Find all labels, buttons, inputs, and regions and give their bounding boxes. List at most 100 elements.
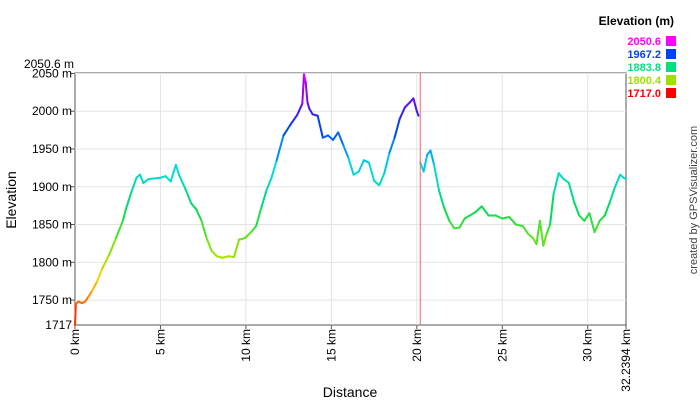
profile-segment bbox=[316, 114, 324, 139]
profile-segment bbox=[583, 212, 591, 222]
legend-swatch bbox=[666, 36, 676, 46]
plot-area bbox=[74, 72, 627, 326]
profile-segment bbox=[304, 81, 309, 104]
profile-segment bbox=[270, 159, 278, 179]
profile-segment bbox=[332, 131, 340, 141]
y-tick-label: 1800 m bbox=[32, 255, 72, 269]
profile-segment bbox=[415, 110, 420, 117]
y-tick-label: 1850 m bbox=[32, 218, 72, 232]
profile-segment bbox=[96, 267, 104, 283]
profile-segment bbox=[244, 231, 253, 239]
profile-segment bbox=[593, 219, 601, 234]
y-max-label: 2050.6 m bbox=[24, 57, 74, 71]
profile-segment bbox=[562, 178, 570, 184]
profile-segment bbox=[388, 136, 396, 154]
profile-segment bbox=[508, 215, 517, 226]
profile-segment bbox=[542, 232, 548, 247]
profile-segment bbox=[87, 290, 94, 298]
x-tick-label: 20 km bbox=[410, 329, 424, 362]
profile-segment bbox=[232, 238, 241, 259]
profile-segment bbox=[501, 215, 511, 220]
profile-segment bbox=[578, 214, 586, 222]
profile-segment bbox=[142, 178, 150, 184]
profile-segment bbox=[557, 172, 565, 181]
profile-segment bbox=[195, 208, 203, 222]
profile-segment bbox=[289, 114, 299, 126]
y-tick-label: 2000 m bbox=[32, 104, 72, 118]
profile-segment bbox=[535, 219, 541, 246]
profile-segment bbox=[567, 181, 576, 203]
profile-segment bbox=[588, 212, 596, 234]
profile-segment bbox=[342, 144, 350, 160]
profile-segment bbox=[458, 217, 466, 229]
profile-segment bbox=[521, 225, 529, 235]
x-tick-label: 30 km bbox=[581, 329, 595, 362]
profile-segment bbox=[301, 73, 306, 105]
profile-segment bbox=[614, 173, 622, 188]
x-tick-label: 25 km bbox=[495, 329, 509, 362]
plot-frame bbox=[74, 72, 627, 326]
profile-segment bbox=[275, 134, 285, 162]
profile-segment bbox=[164, 175, 172, 183]
y-tick-label: 2050 m bbox=[32, 66, 72, 80]
profile-segment bbox=[169, 163, 177, 183]
x-tick-label: 15 km bbox=[324, 329, 338, 362]
legend-value: 1800.4 bbox=[627, 75, 662, 87]
profile-segment bbox=[432, 163, 441, 192]
profile-segment bbox=[138, 173, 145, 184]
legend-title: Elevation (m) bbox=[599, 14, 674, 28]
profile-segment bbox=[181, 181, 188, 192]
profile-segment bbox=[115, 219, 124, 240]
profile-segment bbox=[178, 174, 184, 184]
profile-segment bbox=[473, 205, 483, 214]
profile-segment bbox=[443, 206, 451, 222]
x-axis-ticks: 0 km 5 km 10 km 15 km 20 km 25 km 30 km 32.2394… bbox=[68, 325, 633, 392]
legend-swatch bbox=[666, 88, 676, 98]
legend-swatch bbox=[666, 62, 676, 72]
profile-segment bbox=[393, 117, 401, 139]
credit-text: created by GPSVisualizer.com bbox=[688, 126, 700, 274]
y-axis-title: Elevation bbox=[3, 171, 19, 229]
profile-segment bbox=[91, 280, 99, 293]
profile-segment bbox=[367, 161, 376, 182]
elevation-profile bbox=[74, 73, 627, 326]
profile-segment bbox=[130, 176, 138, 194]
y-axis-ticks: 1750 m 1800 m 1850 m 1900 m 1950 m 2000 m 2050… bbox=[32, 66, 75, 332]
profile-segment bbox=[549, 193, 555, 226]
profile-segment bbox=[220, 255, 230, 259]
profile-segment bbox=[260, 189, 268, 209]
profile-segment bbox=[373, 179, 381, 187]
profile-segment bbox=[603, 200, 611, 217]
profile-segment bbox=[526, 232, 535, 240]
profile-segment bbox=[412, 97, 418, 113]
profile-segment bbox=[383, 151, 391, 175]
profile-segment bbox=[403, 101, 411, 109]
profile-segment bbox=[337, 131, 345, 147]
legend-value: 1967.2 bbox=[627, 49, 661, 61]
profile-segment bbox=[514, 223, 524, 228]
legend-swatch bbox=[666, 49, 676, 59]
y-tick-label: 1900 m bbox=[32, 180, 72, 194]
profile-segment bbox=[108, 237, 118, 256]
profile-segment bbox=[438, 189, 446, 209]
x-tick-label: 0 km bbox=[68, 329, 82, 355]
x-tick-label: 32.2394 km bbox=[619, 329, 633, 392]
profile-segment bbox=[210, 249, 218, 258]
profile-segment bbox=[480, 205, 490, 217]
profile-segment bbox=[121, 206, 128, 222]
profile-segment bbox=[422, 154, 429, 173]
profile-segment bbox=[265, 176, 273, 192]
profile-segment bbox=[200, 219, 208, 240]
profile-segment bbox=[190, 202, 198, 211]
profile-segment bbox=[101, 253, 111, 270]
legend-value: 1883.8 bbox=[627, 62, 661, 74]
y-tick-label: 1950 m bbox=[32, 142, 72, 156]
profile-segment bbox=[255, 206, 263, 228]
profile-segment bbox=[552, 172, 560, 196]
profile-segment bbox=[174, 163, 181, 177]
profile-segment bbox=[398, 106, 406, 120]
x-tick-label: 5 km bbox=[153, 329, 167, 355]
profile-segment bbox=[296, 102, 304, 116]
profile-segment bbox=[378, 172, 386, 187]
